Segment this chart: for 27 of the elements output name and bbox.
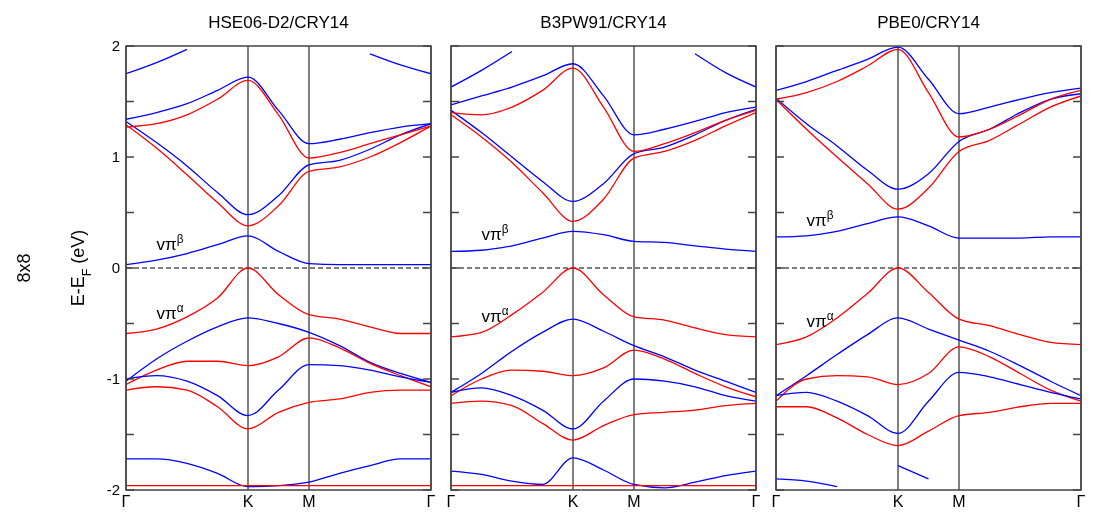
x-tick-label: Γ bbox=[1076, 493, 1086, 510]
y-tick-label: 1 bbox=[111, 148, 120, 166]
series-label: vπ$^{α}$ bbox=[481, 304, 509, 327]
series-label: vπ$^{β}$ bbox=[481, 222, 509, 245]
x-tick-label: Γ bbox=[426, 493, 436, 510]
x-tick-label: M bbox=[952, 493, 966, 510]
x-tick-label: Γ bbox=[446, 493, 456, 510]
y-tick-label: -2 bbox=[106, 481, 120, 499]
series-label: vπ$^{β}$ bbox=[156, 232, 184, 255]
x-tick-label: Γ bbox=[771, 493, 781, 510]
x-tick-label: K bbox=[892, 493, 904, 510]
series-label: vπ$^{α}$ bbox=[806, 308, 834, 331]
y-tick-label: 2 bbox=[111, 37, 120, 55]
x-tick-label: M bbox=[627, 493, 641, 510]
x-tick-label: K bbox=[567, 493, 579, 510]
chart-title: HSE06-D2/CRY14 bbox=[208, 13, 349, 32]
chart-title: B3PW91/CRY14 bbox=[540, 13, 667, 32]
x-tick-label: M bbox=[302, 493, 316, 510]
text: 8x8 bbox=[14, 253, 34, 283]
chart-title: PBE0/CRY14 bbox=[877, 13, 980, 32]
y-tick-label: 0 bbox=[111, 259, 120, 277]
series-label: vπ$^{β}$ bbox=[806, 207, 834, 230]
x-tick-label: Γ bbox=[751, 493, 761, 510]
y-tick-label: -1 bbox=[106, 370, 120, 388]
x-tick-label: K bbox=[242, 493, 254, 510]
x-tick-label: Γ bbox=[121, 493, 131, 510]
series-label: vπ$^{α}$ bbox=[156, 301, 184, 324]
